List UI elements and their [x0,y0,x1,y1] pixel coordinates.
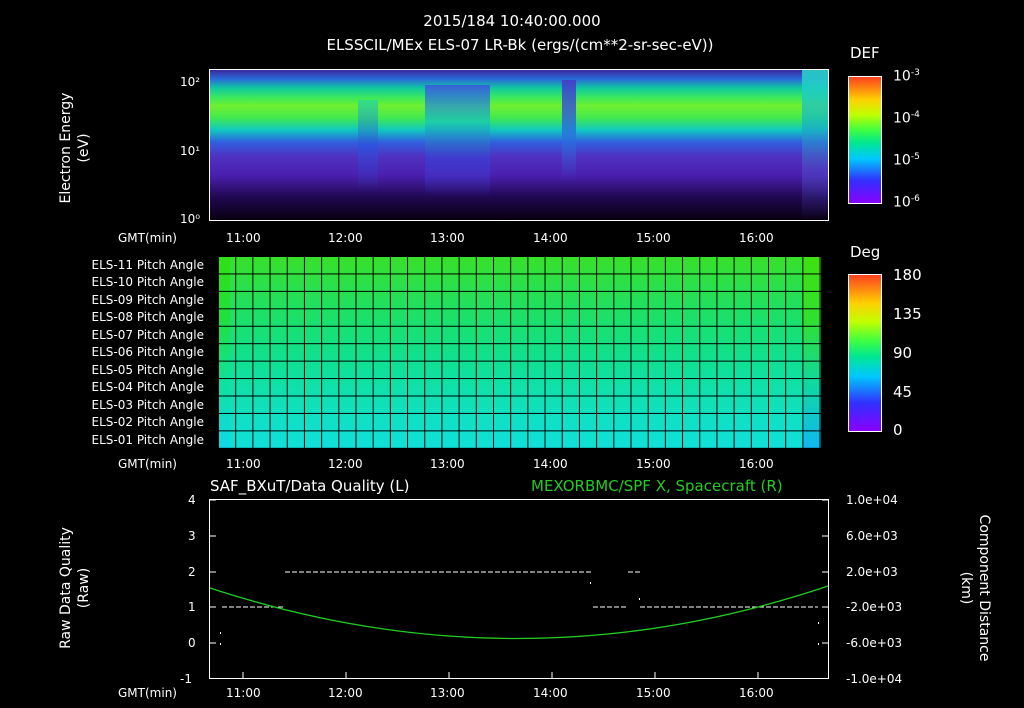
xtick-p3-1100: 11:00 [226,686,261,700]
quality-ytick-neg1: -1 [180,672,192,686]
pa-row-label-06: ELS-06 Pitch Angle [91,345,204,359]
xtick-p1-1300: 13:00 [430,231,465,245]
pa-row-label-11: ELS-11 Pitch Angle [91,258,204,272]
quality-ytick-4: 4 [188,493,196,507]
spf-x-curve [209,585,829,640]
deg-cbar-tick-0: 0 [893,421,903,439]
xaxis-label-p1: GMT(min) [118,231,177,245]
def-cbar-tick-1e-4: 10-4 [893,110,920,127]
pa-row-label-07: ELS-07 Pitch Angle [91,328,204,342]
deg-colorbar [848,274,882,432]
distance-ytick-neg1e4: -1.0e+04 [846,672,903,686]
pa-row-label-08: ELS-08 Pitch Angle [91,310,204,324]
xtick-p2-1500: 15:00 [636,457,671,471]
xtick-p3-1300: 13:00 [430,686,465,700]
timestamp: 2015/184 10:40:00.000 [423,12,601,30]
pa-row-label-09: ELS-09 Pitch Angle [91,293,204,307]
quality-ytick-3: 3 [188,529,196,543]
spectral-dip-1410 [562,80,576,180]
pitch-angle-heatmap [218,256,821,448]
xtick-p2-1600: 16:00 [739,457,774,471]
xtick-p2-1200: 12:00 [328,457,363,471]
def-cbar-tick-1e-5: 10-5 [893,152,920,169]
def-cbar-tick-1e-6: 10-6 [893,194,920,211]
xtick-p1-1500: 15:00 [636,231,671,245]
energy-spectrogram [210,70,828,220]
energy-ytick-100: 10² [180,75,201,89]
spectral-dip-1635 [802,70,828,220]
distance-ytick-neg2e3: -2.0e+03 [846,600,903,614]
xtick-p3-1600: 16:00 [739,686,774,700]
distance-ytick-6e3: 6.0e+03 [846,529,898,543]
quality-plot-frame [209,499,829,679]
xtick-p2-1300: 13:00 [430,457,465,471]
deg-cbar-tick-45: 45 [893,383,913,401]
xtick-p1-1100: 11:00 [226,231,261,245]
pa-row-label-05: ELS-05 Pitch Angle [91,363,204,377]
xtick-p2-1100: 11:00 [226,457,261,471]
xtick-p3-1500: 15:00 [636,686,671,700]
spectral-dip-1300 [425,85,490,195]
quality-ytick-2: 2 [188,565,196,579]
xtick-p1-1400: 14:00 [533,231,568,245]
xtick-p3-1200: 12:00 [328,686,363,700]
energy-plot-frame [209,69,829,221]
plot-title: ELSSCIL/MEx ELS-07 LR-Bk (ergs/(cm**2-sr… [326,36,714,54]
deg-cbar-tick-135: 135 [893,305,922,323]
quality-ytick-0: 0 [188,636,196,650]
xaxis-label-p3: GMT(min) [118,686,177,700]
pa-row-label-04: ELS-04 Pitch Angle [91,380,204,394]
distance-ytick-1e4: 1.0e+04 [846,493,898,507]
pa-row-label-10: ELS-10 Pitch Angle [91,275,204,289]
pa-row-label-01: ELS-01 Pitch Angle [91,433,204,447]
right-series-title: MEXORBMC/SPF X, Spacecraft (R) [531,477,783,495]
def-cbar-tick-1e-3: 10-3 [893,68,920,85]
xtick-p1-1600: 16:00 [739,231,774,245]
deg-cbar-tick-180: 180 [893,266,922,284]
deg-cbar-tick-90: 90 [893,344,913,362]
pitch-angle-grid [218,256,821,448]
distance-ytick-2e3: 2.0e+03 [846,565,898,579]
energy-ytick-10: 10¹ [180,144,201,158]
pa-row-label-02: ELS-02 Pitch Angle [91,415,204,429]
spectral-dip-1215 [358,100,378,190]
distance-ytick-neg6e3: -6.0e+03 [846,636,903,650]
left-series-title: SAF_BXuT/Data Quality (L) [210,477,410,495]
xtick-p1-1200: 12:00 [328,231,363,245]
energy-ytick-1: 10⁰ [180,212,201,226]
quality-ytick-1: 1 [188,600,196,614]
xtick-p2-1400: 14:00 [533,457,568,471]
pa-row-label-03: ELS-03 Pitch Angle [91,398,204,412]
deg-colorbar-title: Deg [850,243,881,261]
def-colorbar-title: DEF [850,44,880,62]
xaxis-label-p2: GMT(min) [118,457,177,471]
xtick-p3-1400: 14:00 [533,686,568,700]
def-colorbar [848,76,882,204]
